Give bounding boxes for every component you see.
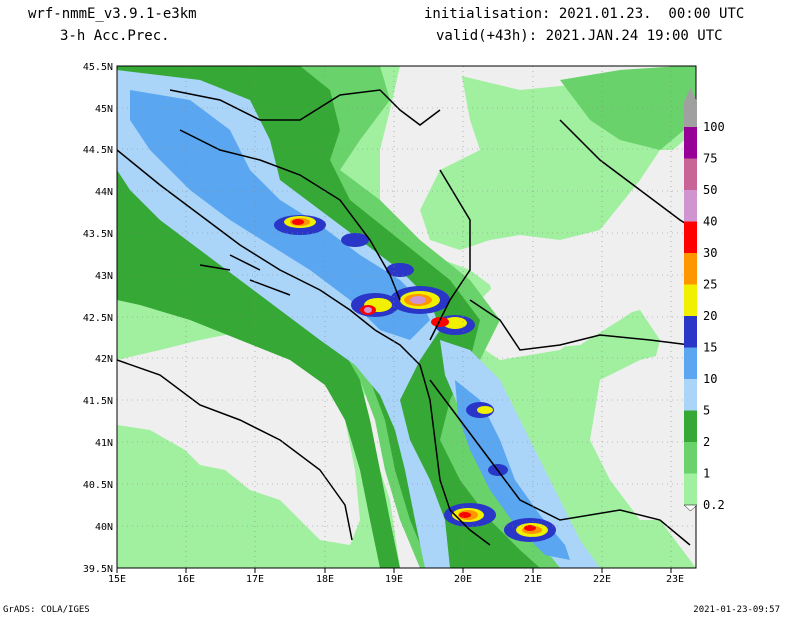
colorbar-swatch: [684, 379, 697, 411]
precip-patch-dark-green-sea: [117, 240, 400, 568]
land-north-clear: [380, 66, 696, 350]
lon-label: 18E: [316, 574, 334, 585]
colorbar-level-label: 50: [703, 183, 717, 197]
colorbar-level-label: 15: [703, 341, 717, 355]
lon-label: 16E: [177, 574, 195, 585]
lon-label: 21E: [524, 574, 542, 585]
colorbar-swatch: [684, 347, 697, 379]
islands: [199, 254, 291, 296]
northern-border: [169, 89, 441, 126]
sea-adriatic-ionian: [117, 330, 360, 545]
map-area: [117, 66, 696, 568]
valid-time: valid(+43h): 2021.JAN.24 19:00 UTC: [436, 28, 723, 44]
lat-label: 45N: [95, 104, 113, 115]
italy-coast: [117, 359, 353, 541]
lat-label: 39.5N: [83, 564, 113, 575]
footer-timestamp: 2021-01-23-09:57: [693, 605, 780, 615]
colorbar-level-label: 25: [703, 278, 717, 292]
lat-label: 45.5N: [83, 62, 113, 73]
colorbar-swatch: [684, 253, 697, 285]
lat-label: 41N: [95, 438, 113, 449]
lon-label: 23E: [666, 574, 684, 585]
colorbar-swatch: [684, 101, 697, 127]
lat-label: 44N: [95, 187, 113, 198]
colorbar-level-label: 10: [703, 372, 717, 386]
lat-label: 40N: [95, 522, 113, 533]
lat-label: 42N: [95, 354, 113, 365]
footer-software-credit: GrADS: COLA/IGES: [3, 605, 90, 615]
colorbar-swatch: [684, 442, 697, 474]
balkan-inner-border-1: [429, 169, 471, 341]
balkan-inner-border-3: [429, 379, 691, 546]
graticule: [117, 66, 696, 568]
land-east-clear: [590, 350, 696, 520]
lon-labels: 15E 16E 17E 18E 19E 20E 21E 22E 23E: [108, 574, 684, 585]
lat-label: 41.5N: [83, 396, 113, 407]
model-title: wrf-nmmE_v3.9.1-e3km: [28, 6, 197, 22]
lon-label: 17E: [246, 574, 264, 585]
initialisation-time: initialisation: 2021.01.23. 00:00 UTC: [424, 6, 745, 22]
bosnia-border: [179, 129, 401, 301]
colorbar-swatch: [684, 473, 697, 505]
colorbar-level-label: 1: [703, 467, 710, 481]
lat-label: 42.5N: [83, 313, 113, 324]
precip-patch-light-blue-coast: [440, 340, 600, 568]
lon-label: 19E: [385, 574, 403, 585]
lat-label: 43N: [95, 271, 113, 282]
lon-label: 15E: [108, 574, 126, 585]
colorbar-swatch: [684, 158, 697, 190]
precip-pink-cores: [364, 296, 426, 313]
lat-label: 43.5N: [83, 229, 113, 240]
colorbar-swatch: [684, 410, 697, 442]
colorbar-level-label: 30: [703, 246, 717, 260]
field-title: 3-h Acc.Prec.: [60, 28, 170, 44]
lat-label: 44.5N: [83, 145, 113, 156]
colorbar-bottom-tip: [683, 504, 698, 512]
adriatic-east-coast: [117, 149, 491, 546]
precip-patch-mid-blue-south: [455, 380, 570, 560]
balkan-inner-border-2: [469, 299, 691, 351]
colorbar-swatch: [684, 284, 697, 316]
colorbar-swatch: [684, 190, 697, 222]
colorbar-level-label: 40: [703, 215, 717, 229]
colorbar-level-label: 100: [703, 120, 725, 134]
colorbar-level-label: 0.2: [703, 498, 725, 512]
lon-label: 20E: [454, 574, 472, 585]
colorbar-level-label: 5: [703, 404, 710, 418]
lat-label: 40.5N: [83, 480, 113, 491]
colorbar-swatch: [684, 316, 697, 348]
colorbar-swatch: [684, 127, 697, 159]
lon-ticks: [116, 568, 672, 573]
colorbar-top-tip: [684, 87, 697, 102]
precip-band-mid-blue: [130, 90, 430, 340]
lat-labels: 45.5N 45N 44.5N 44N 43.5N 43N 42.5N 42N …: [83, 62, 113, 575]
colorbar-swatch: [684, 221, 697, 253]
coastlines-and-borders: [117, 89, 696, 546]
colorbar-level-label: 75: [703, 152, 717, 166]
colorbar-level-label: 20: [703, 309, 717, 323]
colorbar-level-label: 2: [703, 435, 710, 449]
lon-label: 22E: [593, 574, 611, 585]
